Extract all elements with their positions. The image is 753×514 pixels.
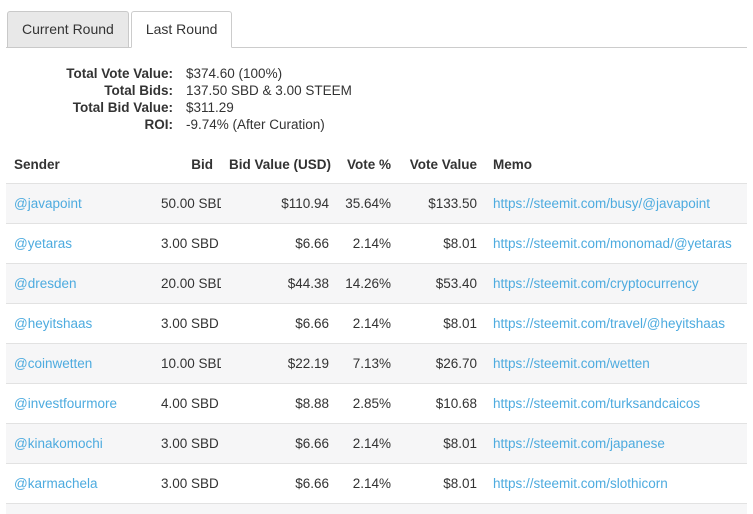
sender-link[interactable]: @coinwetten bbox=[14, 356, 93, 371]
bid-cell: 20.00 SBD bbox=[161, 276, 221, 291]
memo-link[interactable]: https://steemit.com/busy/@javapoint bbox=[493, 196, 711, 211]
memo-cell: https://steemit.com/busy/@javapoint bbox=[485, 184, 747, 224]
memo-link[interactable]: https://steemit.com/slothicorn bbox=[493, 476, 668, 491]
summary-value: $311.29 bbox=[186, 100, 234, 115]
memo-link[interactable]: https://steemit.com/wetten bbox=[493, 356, 650, 371]
summary-line-total-bids: Total Bids: 137.50 SBD & 3.00 STEEM bbox=[6, 82, 747, 99]
table-row-partial bbox=[6, 503, 747, 514]
table-row: @coinwetten 10.00 SBD $22.19 7.13% $26.7… bbox=[6, 343, 747, 384]
table-row: @yetaras 3.00 SBD $6.66 2.14% $8.01 http… bbox=[6, 223, 747, 264]
table-row: @kinakomochi 3.00 SBD $6.66 2.14% $8.01 … bbox=[6, 423, 747, 464]
bid-cell: 10.00 SBD bbox=[161, 356, 221, 371]
table-row: @dresden 20.00 SBD $44.38 14.26% $53.40 … bbox=[6, 263, 747, 304]
summary-value: 137.50 SBD & 3.00 STEEM bbox=[186, 83, 352, 98]
table-body: @javapoint 50.00 SBD $110.94 35.64% $133… bbox=[6, 183, 747, 504]
sender-link[interactable]: @karmachela bbox=[14, 476, 98, 491]
tab-bar: Current Round Last Round bbox=[6, 11, 747, 48]
summary-value: $374.60 (100%) bbox=[186, 66, 283, 81]
round-summary: Total Vote Value: $374.60 (100%) Total B… bbox=[6, 65, 747, 133]
table-header: Sender Bid Bid Value (USD) Vote % Vote V… bbox=[6, 147, 747, 184]
vote-pct-cell: 2.14% bbox=[352, 476, 391, 491]
summary-label: Total Bid Value: bbox=[72, 100, 173, 115]
bid-value-cell: $110.94 bbox=[281, 196, 329, 211]
bid-cell: 3.00 SBD bbox=[161, 316, 219, 331]
sender-cell: @javapoint bbox=[6, 184, 153, 224]
memo-cell: https://steemit.com/cryptocurrency bbox=[485, 264, 747, 304]
bid-value-cell: $6.66 bbox=[295, 236, 329, 251]
memo-cell: https://steemit.com/slothicorn bbox=[485, 464, 747, 504]
vote-value-cell: $8.01 bbox=[443, 436, 477, 451]
summary-line-total-bid-value: Total Bid Value: $311.29 bbox=[6, 99, 747, 116]
summary-label: ROI: bbox=[144, 117, 174, 132]
bid-cell: 3.00 SBD bbox=[161, 476, 219, 491]
vote-pct-cell: 35.64% bbox=[345, 196, 391, 211]
sender-cell: @heyitshaas bbox=[6, 304, 153, 344]
vote-pct-cell: 7.13% bbox=[352, 356, 391, 371]
memo-link[interactable]: https://steemit.com/turksandcaicos bbox=[493, 396, 701, 411]
memo-cell: https://steemit.com/travel/@heyitshaas bbox=[485, 304, 747, 344]
sender-link[interactable]: @heyitshaas bbox=[14, 316, 93, 331]
tab-current-round[interactable]: Current Round bbox=[7, 11, 129, 48]
vote-pct-cell: 2.85% bbox=[352, 396, 391, 411]
table-row: @javapoint 50.00 SBD $110.94 35.64% $133… bbox=[6, 183, 747, 224]
vote-value-cell: $8.01 bbox=[443, 236, 477, 251]
summary-label: Total Bids: bbox=[104, 83, 173, 98]
memo-cell: https://steemit.com/wetten bbox=[485, 344, 747, 384]
column-header-memo: Memo bbox=[485, 147, 747, 184]
memo-cell: https://steemit.com/japanese bbox=[485, 424, 747, 464]
summary-label: Total Vote Value: bbox=[66, 66, 173, 81]
bid-cell: 4.00 SBD bbox=[161, 396, 219, 411]
memo-link[interactable]: https://steemit.com/travel/@heyitshaas bbox=[493, 316, 726, 331]
bid-value-cell: $6.66 bbox=[295, 316, 329, 331]
sender-cell: @coinwetten bbox=[6, 344, 153, 384]
column-header-vote-pct: Vote % bbox=[337, 147, 399, 184]
memo-cell: https://steemit.com/turksandcaicos bbox=[485, 384, 747, 424]
vote-value-cell: $26.70 bbox=[435, 356, 477, 371]
sender-link[interactable]: @investfourmore bbox=[14, 396, 117, 411]
column-header-bid: Bid bbox=[153, 147, 221, 184]
summary-line-total-vote-value: Total Vote Value: $374.60 (100%) bbox=[6, 65, 747, 82]
vote-pct-cell: 2.14% bbox=[352, 236, 391, 251]
bid-value-cell: $8.88 bbox=[295, 396, 329, 411]
memo-cell: https://steemit.com/monomad/@yetaras bbox=[485, 224, 747, 264]
bid-value-cell: $6.66 bbox=[295, 476, 329, 491]
sender-cell: @investfourmore bbox=[6, 384, 153, 424]
bid-value-cell: $6.66 bbox=[295, 436, 329, 451]
summary-value: -9.74% (After Curation) bbox=[186, 117, 325, 132]
column-header-sender: Sender bbox=[6, 147, 153, 184]
memo-link[interactable]: https://steemit.com/japanese bbox=[493, 436, 665, 451]
sender-link[interactable]: @dresden bbox=[14, 276, 77, 291]
column-header-vote-value: Vote Value bbox=[399, 147, 485, 184]
vote-value-cell: $133.50 bbox=[428, 196, 477, 211]
bid-value-cell: $44.38 bbox=[287, 276, 329, 291]
sender-cell: @kinakomochi bbox=[6, 424, 153, 464]
sender-cell: @yetaras bbox=[6, 224, 153, 264]
sender-cell: @dresden bbox=[6, 264, 153, 304]
sender-cell: @karmachela bbox=[6, 464, 153, 504]
vote-pct-cell: 2.14% bbox=[352, 436, 391, 451]
bid-cell: 3.00 SBD bbox=[161, 236, 219, 251]
vote-value-cell: $10.68 bbox=[435, 396, 477, 411]
memo-link[interactable]: https://steemit.com/monomad/@yetaras bbox=[493, 236, 732, 251]
table-row: @heyitshaas 3.00 SBD $6.66 2.14% $8.01 h… bbox=[6, 303, 747, 344]
sender-link[interactable]: @javapoint bbox=[14, 196, 82, 211]
summary-line-roi: ROI: -9.74% (After Curation) bbox=[6, 116, 747, 133]
vote-pct-cell: 14.26% bbox=[345, 276, 391, 291]
vote-value-cell: $8.01 bbox=[443, 316, 477, 331]
vote-value-cell: $53.40 bbox=[435, 276, 477, 291]
sender-link[interactable]: @yetaras bbox=[14, 236, 72, 251]
bid-cell: 3.00 SBD bbox=[161, 436, 219, 451]
column-header-bid-value: Bid Value (USD) bbox=[221, 147, 337, 184]
memo-link[interactable]: https://steemit.com/cryptocurrency bbox=[493, 276, 699, 291]
vote-value-cell: $8.01 bbox=[443, 476, 477, 491]
bids-table: Sender Bid Bid Value (USD) Vote % Vote V… bbox=[6, 147, 747, 503]
page: Current Round Last Round Total Vote Valu… bbox=[0, 11, 753, 514]
table-row: @investfourmore 4.00 SBD $8.88 2.85% $10… bbox=[6, 383, 747, 424]
tab-last-round[interactable]: Last Round bbox=[130, 11, 233, 48]
vote-pct-cell: 2.14% bbox=[352, 316, 391, 331]
bid-cell: 50.00 SBD bbox=[161, 196, 221, 211]
sender-link[interactable]: @kinakomochi bbox=[14, 436, 103, 451]
bid-value-cell: $22.19 bbox=[287, 356, 329, 371]
table-row: @karmachela 3.00 SBD $6.66 2.14% $8.01 h… bbox=[6, 463, 747, 504]
